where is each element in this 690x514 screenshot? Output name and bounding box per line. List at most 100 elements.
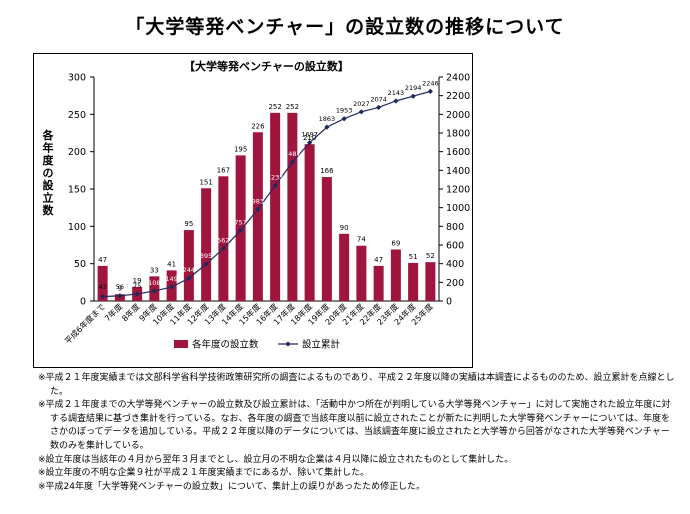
right-tick-label: 1800 (446, 129, 470, 140)
cumulative-value-label: 983 (252, 197, 264, 205)
cumulative-line (102, 90, 431, 298)
cumulative-value-label: 2027 (353, 100, 370, 108)
cumulative-value-label: 2074 (370, 95, 387, 103)
cumulative-value-label: 757 (234, 218, 246, 226)
cumulative-value-label: 1863 (319, 115, 336, 123)
cumulative-value-label: 108 (148, 279, 160, 287)
cumulative-value-label: 75 (133, 282, 141, 290)
cumulative-point (134, 291, 140, 297)
bar-value-label: 252 (268, 103, 281, 111)
left-axis-title: 各年度の設立数 (42, 128, 55, 217)
bar (356, 245, 367, 301)
right-tick-label: 600 (446, 241, 464, 252)
bar-value-label: 52 (426, 252, 435, 260)
note-2: ※平成２１年度までの大学等発ベンチャーの設立数及び設立累計は、「活動中かつ所在が… (38, 400, 671, 451)
cumulative-point (324, 124, 330, 130)
bar-value-label: 151 (199, 178, 212, 186)
notes: ※平成２１年度実績までは文部科学省科学技術政策研究所の調査によるものであり、平成… (38, 372, 678, 494)
bar (373, 265, 384, 301)
bar (252, 132, 263, 301)
cumulative-value-label: 56 (116, 283, 124, 291)
category-label: 8年度 (120, 301, 142, 323)
chart-title: 【大学等発ベンチャーの設立数】 (184, 59, 349, 73)
bar (287, 112, 298, 301)
right-tick-label: 200 (446, 278, 464, 289)
cumulative-point (410, 93, 416, 99)
right-tick-label: 1200 (446, 185, 470, 196)
right-tick-label: 1400 (446, 166, 470, 177)
right-tick-label: 2000 (446, 110, 470, 121)
bar-value-label: 41 (167, 260, 176, 268)
cumulative-value-label: 1235 (267, 174, 284, 182)
left-tick-label: 0 (80, 297, 86, 308)
bar-value-label: 167 (217, 166, 230, 174)
right-tick-label: 2400 (446, 73, 470, 84)
cumulative-value-label: 244 (183, 266, 195, 274)
bar-value-label: 210 (303, 134, 316, 142)
cumulative-value-label: 2194 (405, 84, 422, 92)
bar (321, 177, 332, 301)
bar-value-label: 226 (251, 122, 265, 130)
bar-value-label: 47 (98, 256, 107, 264)
left-tick-label: 200 (68, 147, 86, 158)
right-tick-label: 1600 (446, 147, 470, 158)
left-tick-label: 150 (68, 185, 86, 196)
right-tick-label: 2200 (446, 91, 470, 102)
bar (97, 265, 108, 301)
cumulative-value-label: 395 (200, 252, 212, 260)
cumulative-value-label: 1697 (301, 131, 318, 139)
cumulative-value-label: 149 (165, 275, 177, 283)
cumulative-point (289, 159, 295, 165)
cumulative-point (427, 88, 433, 94)
bar-value-label: 95 (184, 220, 193, 228)
left-tick-label: 100 (68, 222, 86, 233)
cumulative-point (307, 140, 313, 146)
cumulative-value-label: 2246 (422, 79, 439, 87)
cumulative-value-label: 1953 (336, 107, 353, 115)
left-tick-label: 250 (68, 110, 86, 121)
bar-value-label: 51 (409, 253, 418, 261)
category-label: 平成6年度まで (62, 301, 107, 346)
bar (304, 144, 315, 301)
cumulative-point (255, 206, 261, 212)
right-tick-label: 400 (446, 259, 464, 270)
chart-frame: 【大学等発ベンチャーの設立数】 0 50 100 150 200 250 300 0 200 400… (33, 53, 473, 368)
cumulative-point (393, 98, 399, 104)
cumulative-point (169, 284, 175, 290)
right-tick-label: 0 (446, 297, 452, 308)
bar-value-label: 90 (340, 224, 349, 232)
left-tick-label: 300 (68, 73, 86, 84)
note-1: ※平成２１年度実績までは文部科学省科学技術政策研究所の調査によるものであり、平成… (38, 373, 675, 397)
category-label: 7年度 (102, 301, 124, 323)
note-5: ※平成24年度「大学等発ベンチャーの設立数」について、集計上の誤りがあったため修… (38, 481, 426, 492)
legend-label-cumulative: 設立累計 (302, 339, 341, 351)
bar-value-label: 195 (234, 145, 247, 153)
bar (183, 230, 194, 301)
cumulative-value-label: 562 (217, 237, 229, 245)
cumulative-point (272, 183, 278, 189)
cumulative-point (341, 116, 347, 122)
cumulative-point (358, 109, 364, 115)
cumulative-value-label: 1487 (284, 150, 301, 158)
bar (425, 262, 436, 301)
bar-value-label: 166 (320, 167, 334, 175)
bar-value-label: 252 (286, 103, 299, 111)
cumulative-point (238, 227, 244, 233)
right-tick-label: 800 (446, 222, 464, 233)
legend-swatch-bars (174, 340, 188, 348)
bar-value-label: 74 (357, 236, 366, 244)
cumulative-point (100, 294, 106, 300)
note-4: ※設立年度の不明な企業９社が平成２１年度実績までにあるが、除いて集計した。 (38, 468, 370, 479)
legend-marker-cumulative (285, 341, 291, 347)
bar-value-label: 47 (374, 256, 383, 264)
cumulative-value-label: 2143 (388, 89, 405, 97)
bar-value-label: 19 (133, 277, 142, 285)
bar (201, 188, 212, 301)
bar (390, 249, 401, 301)
bar (218, 176, 229, 301)
cumulative-value-label: 47 (98, 283, 106, 291)
cumulative-point (220, 245, 226, 252)
bar (270, 112, 281, 301)
cumulative-point (376, 104, 382, 111)
bar (339, 233, 350, 301)
